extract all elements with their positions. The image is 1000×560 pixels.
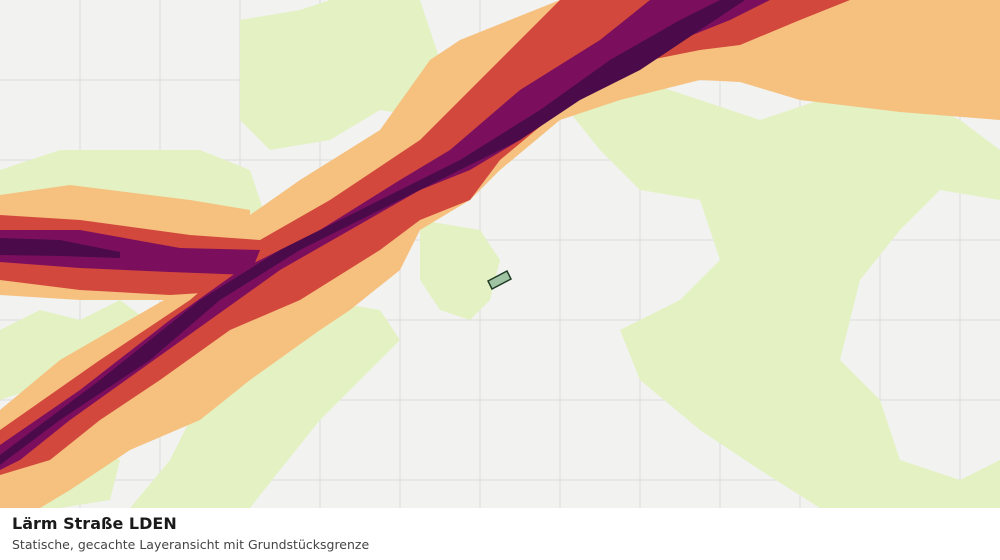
title: Lärm Straße LDEN <box>12 514 177 533</box>
map <box>0 0 1000 508</box>
subtitle: Statische, gecachte Layeransicht mit Gru… <box>12 537 370 552</box>
parcel-boundary <box>487 269 512 291</box>
noise-band-70-branch <box>0 238 120 258</box>
noise-band-60 <box>0 0 850 475</box>
noise-band-70 <box>0 0 745 465</box>
footer: Lärm Straße LDEN Statische, gecachte Lay… <box>0 508 1000 560</box>
